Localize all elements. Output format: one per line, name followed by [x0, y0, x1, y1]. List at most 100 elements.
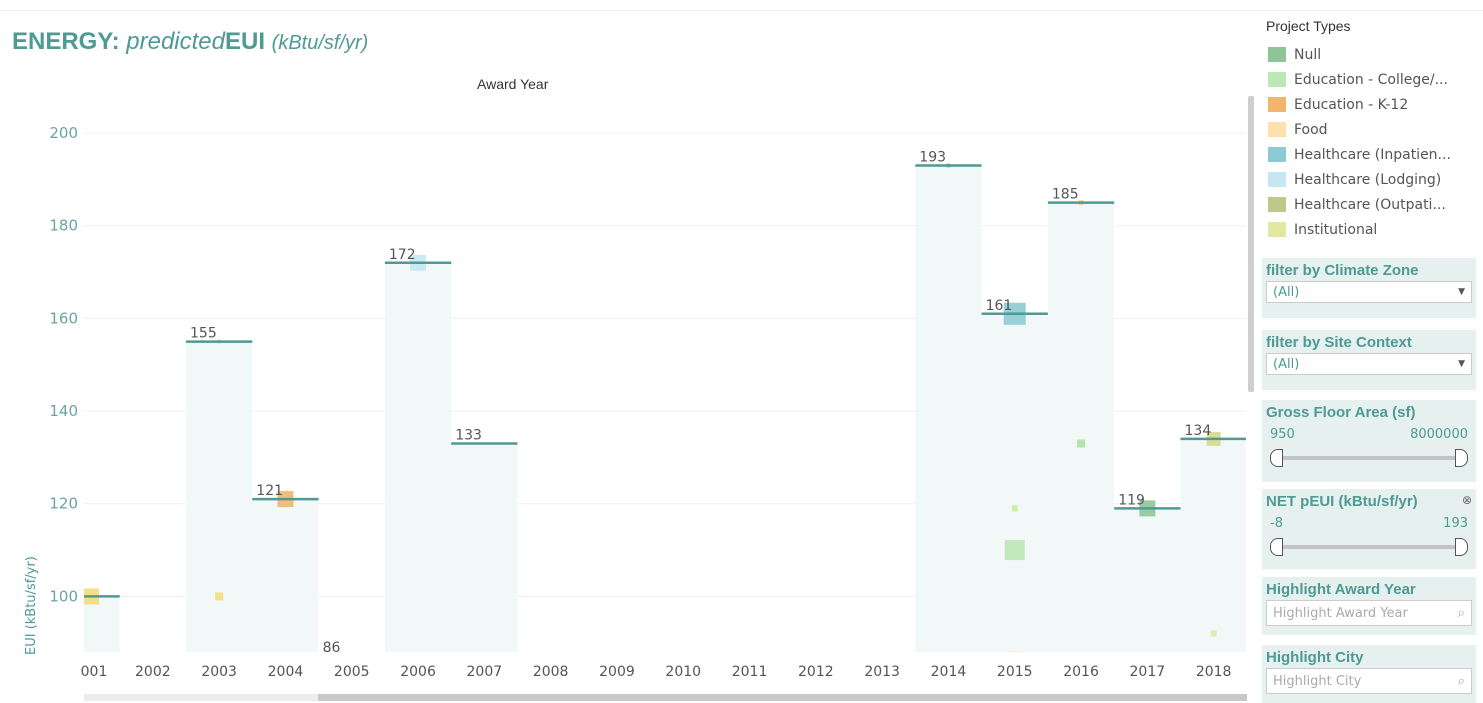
legend-item[interactable]: Education - K-12	[1268, 92, 1478, 117]
y-tick-label: 100	[49, 587, 78, 605]
highlight-award-year-placeholder: Highlight Award Year	[1273, 605, 1408, 621]
plot-area	[84, 163, 1246, 652]
y-tick-label: 200	[49, 124, 78, 142]
legend-item[interactable]: Healthcare (Inpatien...	[1268, 142, 1478, 167]
x-tick-label: 2016	[1063, 664, 1099, 680]
legend-item[interactable]: Food	[1268, 117, 1478, 142]
highlight-city-placeholder: Highlight City	[1273, 673, 1362, 689]
legend-item[interactable]: Healthcare (Outpati...	[1268, 192, 1478, 217]
bar-value-label: 185	[1052, 187, 1079, 203]
vertical-scrollbar[interactable]	[1248, 96, 1254, 392]
legend-label: Healthcare (Outpati...	[1294, 196, 1446, 213]
site-context-filter-title: filter by Site Context	[1266, 334, 1412, 351]
clear-filter-icon[interactable]: ⊗	[1461, 493, 1472, 507]
legend-label: Institutional	[1294, 221, 1378, 238]
bar	[915, 165, 982, 652]
y-tick-label: 180	[49, 217, 78, 235]
gfa-max-value: 8000000	[1410, 427, 1468, 442]
bar	[384, 262, 452, 652]
x-tick-label: 2006	[400, 664, 436, 680]
title-part-energy: ENERGY:	[12, 28, 120, 55]
y-tick-label: 120	[49, 495, 78, 513]
bar	[451, 443, 518, 652]
peui-slider-min-handle[interactable]	[1270, 538, 1283, 556]
bar-value-label: 86	[323, 640, 341, 656]
top-border	[0, 10, 1483, 11]
legend-swatch	[1268, 172, 1286, 187]
legend-swatch	[1268, 147, 1286, 162]
x-tick-label: 2017	[1130, 664, 1166, 680]
legend-label: Null	[1294, 46, 1322, 63]
bar-value-label: 193	[919, 150, 946, 166]
bar	[1047, 202, 1115, 652]
data-point	[1004, 540, 1025, 561]
highlight-award-year-input[interactable]: Highlight Award Year ⌕	[1266, 600, 1472, 626]
legend-item[interactable]: Education - College/...	[1268, 67, 1478, 92]
highlight-city-input[interactable]: Highlight City ⌕	[1266, 668, 1472, 694]
bar	[252, 499, 319, 652]
data-point	[215, 592, 224, 601]
highlight-award-year-title: Highlight Award Year	[1266, 581, 1416, 598]
site-context-dropdown[interactable]: (All) ▼	[1266, 353, 1472, 375]
legend-swatch	[1268, 197, 1286, 212]
gfa-range-slider[interactable]	[1270, 448, 1468, 468]
x-tick-label: 2013	[864, 664, 900, 680]
gfa-slider-max-handle[interactable]	[1455, 449, 1468, 467]
peui-slider-max-handle[interactable]	[1455, 538, 1468, 556]
data-point	[1210, 630, 1217, 637]
x-tick-label: 2011	[732, 664, 768, 680]
search-icon: ⌕	[1457, 673, 1465, 689]
peui-min-value: -8	[1270, 516, 1283, 531]
horizontal-scrollbar-thumb[interactable]	[318, 694, 1247, 701]
bar	[186, 341, 253, 652]
legend-item[interactable]: Null	[1268, 42, 1478, 67]
bar-value-label: 134	[1185, 423, 1212, 439]
climate-zone-dropdown[interactable]: (All) ▼	[1266, 281, 1472, 303]
net-peui-title: NET pEUI (kBtu/sf/yr)	[1266, 493, 1418, 510]
x-tick-label: 2004	[268, 664, 304, 680]
legend-label: Healthcare (Inpatien...	[1294, 146, 1451, 163]
x-tick-label: 2018	[1196, 664, 1232, 680]
gfa-slider-min-handle[interactable]	[1270, 449, 1283, 467]
legend-label: Healthcare (Lodging)	[1294, 171, 1442, 188]
bar-value-label: 133	[455, 428, 482, 444]
climate-zone-filter-title: filter by Climate Zone	[1266, 262, 1419, 279]
gfa-min-value: 950	[1270, 427, 1295, 442]
bar	[1114, 508, 1181, 652]
legend-item[interactable]: Institutional	[1268, 217, 1478, 242]
highlight-award-year: Highlight Award Year Highlight Award Yea…	[1262, 577, 1476, 635]
legend-label: Food	[1294, 121, 1328, 138]
peui-range-slider[interactable]	[1270, 537, 1468, 557]
site-context-filter: filter by Site Context (All) ▼	[1262, 330, 1476, 390]
legend-swatch	[1268, 47, 1286, 62]
x-tick-label: 2002	[135, 664, 171, 680]
highlight-city-title: Highlight City	[1266, 649, 1364, 666]
x-tick-label: 2015	[997, 664, 1033, 680]
search-icon: ⌕	[1457, 605, 1465, 621]
x-tick-label: 2009	[599, 664, 635, 680]
bar-value-label: 155	[190, 326, 217, 342]
legend-item[interactable]: Healthcare (Lodging)	[1268, 167, 1478, 192]
x-tick-label: 2005	[334, 664, 370, 680]
legend-label: Education - K-12	[1294, 96, 1409, 113]
legend-swatch	[1268, 222, 1286, 237]
x-tick-label: 2014	[931, 664, 967, 680]
legend-item[interactable]: Industrial	[1268, 242, 1478, 245]
gross-floor-area-filter: Gross Floor Area (sf) 950 8000000	[1262, 400, 1476, 482]
title-part-eui: EUI	[224, 28, 265, 55]
title-part-predicted: predicted	[126, 28, 225, 55]
net-peui-filter: NET pEUI (kBtu/sf/yr) ⊗ -8 193	[1262, 489, 1476, 569]
bar-value-label: 172	[389, 247, 416, 263]
bar-value-label: 119	[1118, 492, 1145, 508]
bar	[981, 313, 1048, 652]
highlight-city: Highlight City Highlight City ⌕	[1262, 645, 1476, 703]
climate-zone-filter: filter by Climate Zone (All) ▼	[1262, 258, 1476, 318]
gross-floor-area-title: Gross Floor Area (sf)	[1266, 404, 1416, 421]
y-axis-label: EUI (kBtu/sf/yr)	[24, 556, 39, 655]
x-tick-label: 2003	[201, 664, 237, 680]
x-tick-label: 2012	[798, 664, 834, 680]
chevron-down-icon: ▼	[1458, 359, 1465, 369]
legend-list: Null Education - College/... Education - K…	[1268, 42, 1478, 245]
y-tick-label: 160	[49, 309, 78, 327]
x-tick-label: 2008	[533, 664, 569, 680]
